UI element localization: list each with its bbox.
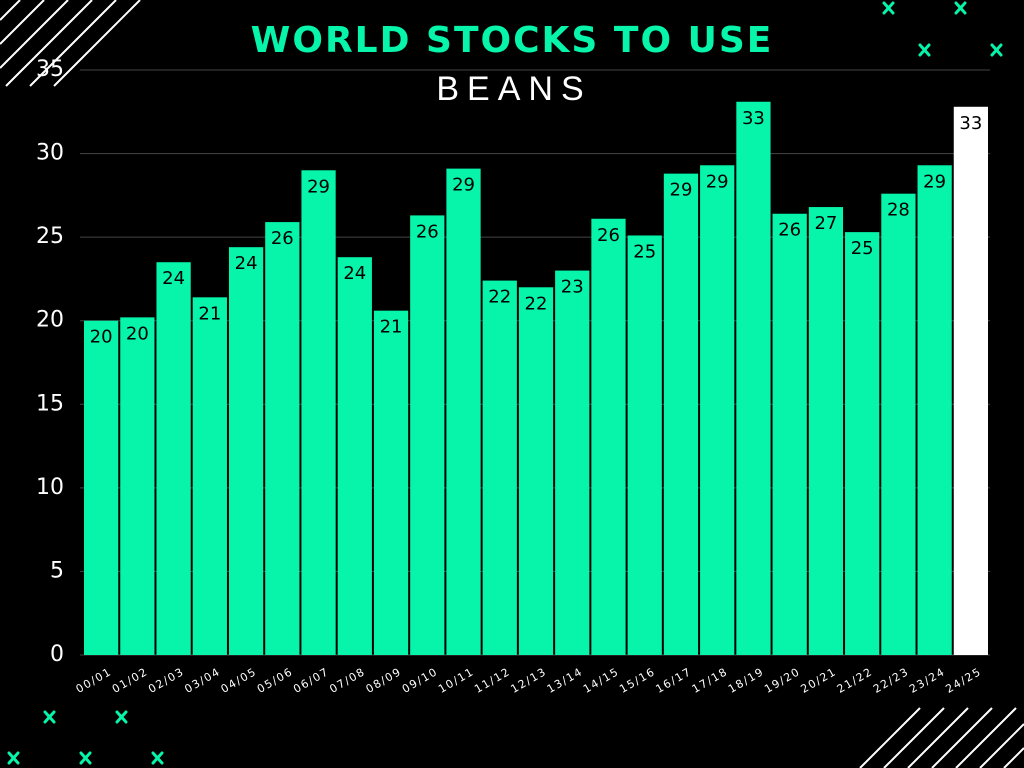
value-label: 21 — [198, 303, 221, 324]
x-tick-label: 19/20 — [762, 665, 802, 696]
bar — [410, 215, 445, 655]
value-label: 25 — [633, 241, 656, 262]
value-label: 25 — [851, 238, 874, 259]
bar — [845, 232, 880, 655]
bar — [808, 207, 844, 656]
x-tick-label: 20/21 — [798, 665, 838, 696]
bar — [228, 247, 264, 655]
x-tick-label: 10/11 — [436, 665, 476, 696]
bar — [663, 173, 699, 655]
value-label: 33 — [742, 108, 765, 129]
x-tick-label: 16/17 — [654, 665, 694, 696]
bar — [84, 320, 119, 655]
value-label: 33 — [959, 113, 982, 134]
value-label: 26 — [416, 221, 439, 242]
bar — [917, 165, 952, 655]
bar — [120, 317, 155, 655]
value-label: 29 — [307, 176, 330, 197]
value-label: 24 — [343, 263, 366, 284]
value-label: 29 — [923, 171, 946, 192]
bar — [265, 222, 300, 655]
bar — [301, 170, 336, 656]
bar — [482, 280, 517, 655]
y-tick-label: 5 — [50, 558, 64, 583]
decor-stripes — [0, 0, 141, 87]
y-tick-label: 0 — [50, 642, 64, 667]
bar — [518, 287, 554, 655]
y-tick-label: 15 — [36, 391, 64, 416]
bar — [192, 297, 227, 655]
value-label: 24 — [235, 253, 258, 274]
x-tick-label: 23/24 — [907, 665, 947, 696]
bar — [881, 193, 916, 655]
y-tick-label: 35 — [36, 57, 64, 82]
x-tick-label: 04/05 — [219, 665, 259, 696]
x-tick-label: 09/10 — [400, 665, 440, 696]
value-label: 26 — [271, 228, 294, 249]
value-label: 21 — [380, 317, 403, 338]
y-tick-label: 10 — [36, 475, 64, 500]
value-label: 20 — [90, 327, 113, 348]
x-tick-label: 15/16 — [617, 665, 657, 696]
chart-title: WORLD STOCKS TO USE — [251, 20, 774, 61]
x-tick-label: 05/06 — [255, 665, 295, 696]
bar — [337, 257, 372, 655]
value-label: 24 — [162, 268, 185, 289]
decor-marks — [7, 1, 1003, 765]
x-tick-label: 11/12 — [472, 665, 512, 696]
x-tick-label: 14/15 — [581, 665, 621, 696]
bar — [736, 101, 771, 655]
value-label: 29 — [706, 171, 729, 192]
bar — [555, 270, 590, 655]
x-tick-label: 03/04 — [182, 665, 222, 696]
bar — [446, 168, 481, 655]
value-label: 23 — [561, 277, 584, 298]
value-label: 22 — [525, 293, 548, 314]
bar — [627, 235, 662, 655]
x-tick-label: 12/13 — [509, 665, 549, 696]
y-tick-label: 25 — [36, 224, 64, 249]
x-tick-label: 17/18 — [690, 665, 730, 696]
y-tick-label: 20 — [36, 308, 64, 333]
value-label: 27 — [814, 213, 837, 234]
x-tick-label: 01/02 — [110, 665, 150, 696]
x-tick-label: 22/23 — [871, 665, 911, 696]
x-tick-label: 13/14 — [545, 665, 585, 696]
y-tick-label: 30 — [36, 141, 64, 166]
x-tick-label: 07/08 — [327, 665, 367, 696]
bar — [700, 165, 735, 655]
x-tick-label: 06/07 — [291, 665, 331, 696]
bar — [373, 310, 409, 655]
bar — [156, 262, 191, 655]
x-tick-label: 24/25 — [943, 665, 983, 696]
x-tick-label: 08/09 — [364, 665, 404, 696]
chart-subtitle: BEANS — [436, 70, 591, 108]
value-label: 26 — [778, 220, 801, 241]
bar — [772, 213, 807, 655]
x-tick-label: 18/19 — [726, 665, 766, 696]
x-tick-label: 21/22 — [835, 665, 875, 696]
x-tick-label: 00/01 — [74, 665, 114, 696]
decor-stripes — [859, 707, 1024, 768]
value-label: 22 — [488, 287, 511, 308]
value-label: 29 — [452, 175, 475, 196]
bar — [591, 218, 626, 655]
value-label: 28 — [887, 200, 910, 221]
value-label: 29 — [670, 180, 693, 201]
bar — [953, 106, 988, 656]
x-tick-label: 02/03 — [146, 665, 186, 696]
value-label: 20 — [126, 323, 149, 344]
value-label: 26 — [597, 225, 620, 246]
